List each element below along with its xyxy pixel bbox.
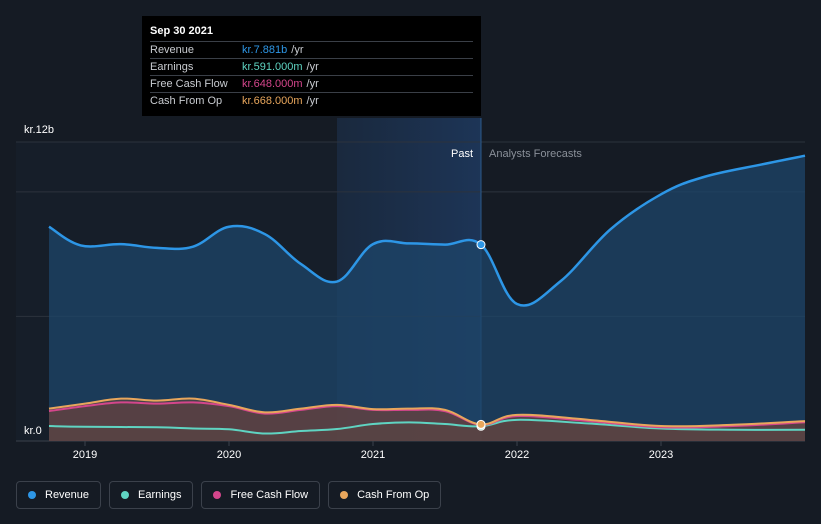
forecast-label: Analysts Forecasts — [489, 148, 582, 160]
series-marker-cash-from-op — [476, 419, 486, 429]
x-tick-label: 2021 — [361, 449, 385, 461]
x-tick-label: 2022 — [505, 449, 529, 461]
legend-label: Free Cash Flow — [230, 489, 309, 501]
legend-label: Earnings — [138, 489, 182, 501]
legend-item-free-cash-flow[interactable]: Free Cash Flow — [201, 481, 321, 509]
past-label: Past — [451, 148, 473, 160]
series-line-revenue — [48, 154, 806, 307]
x-tick-label: 2019 — [73, 449, 97, 461]
legend-label: Revenue — [45, 489, 90, 501]
legend-dot-icon — [340, 491, 349, 499]
tooltip-value: kr.591.000m — [242, 61, 303, 73]
x-tick-label: 2020 — [217, 449, 241, 461]
tooltip-label: Free Cash Flow — [150, 78, 228, 90]
tooltip-label: Earnings — [150, 61, 194, 73]
tooltip-date: Sep 30 2021 — [150, 25, 213, 37]
tooltip-row-revenue: Revenue kr.7.881b /yr — [150, 41, 473, 58]
tooltip-label: Cash From Op — [150, 95, 223, 107]
legend-dot-icon — [28, 491, 36, 499]
tooltip-row-earnings: Earnings kr.591.000m /yr — [150, 58, 473, 75]
y-tick-label: kr.12b — [24, 124, 54, 136]
tooltip-unit: /yr — [306, 78, 319, 90]
tooltip-unit: /yr — [291, 44, 304, 56]
legend-dot-icon — [121, 491, 130, 499]
series-line-earnings — [48, 418, 806, 435]
tooltip-value: kr.7.881b — [242, 44, 288, 56]
legend-item-earnings[interactable]: Earnings — [109, 481, 194, 509]
tooltip-row-free-cash-flow: Free Cash Flow kr.648.000m /yr — [150, 75, 473, 92]
legend-label: Cash From Op — [357, 489, 430, 501]
tooltip-value: kr.668.000m — [242, 95, 303, 107]
series-line-cash-from-op — [48, 397, 806, 428]
tooltip-row-cash-from-op: Cash From Op kr.668.000m /yr — [150, 92, 473, 109]
y-tick-label: kr.0 — [24, 425, 42, 437]
tooltip-unit: /yr — [306, 61, 319, 73]
tooltip-unit: /yr — [306, 95, 319, 107]
legend-item-revenue[interactable]: Revenue — [16, 481, 102, 509]
tooltip-value: kr.648.000m — [242, 78, 303, 90]
legend: Revenue Earnings Free Cash Flow Cash Fro… — [16, 481, 442, 509]
tooltip-label: Revenue — [150, 44, 195, 56]
legend-item-cash-from-op[interactable]: Cash From Op — [328, 481, 442, 509]
legend-dot-icon — [213, 491, 222, 499]
x-tick-label: 2023 — [649, 449, 673, 461]
tooltip: Sep 30 2021 Revenue kr.7.881b /yr Earnin… — [142, 16, 481, 116]
series-marker-revenue — [476, 240, 486, 250]
